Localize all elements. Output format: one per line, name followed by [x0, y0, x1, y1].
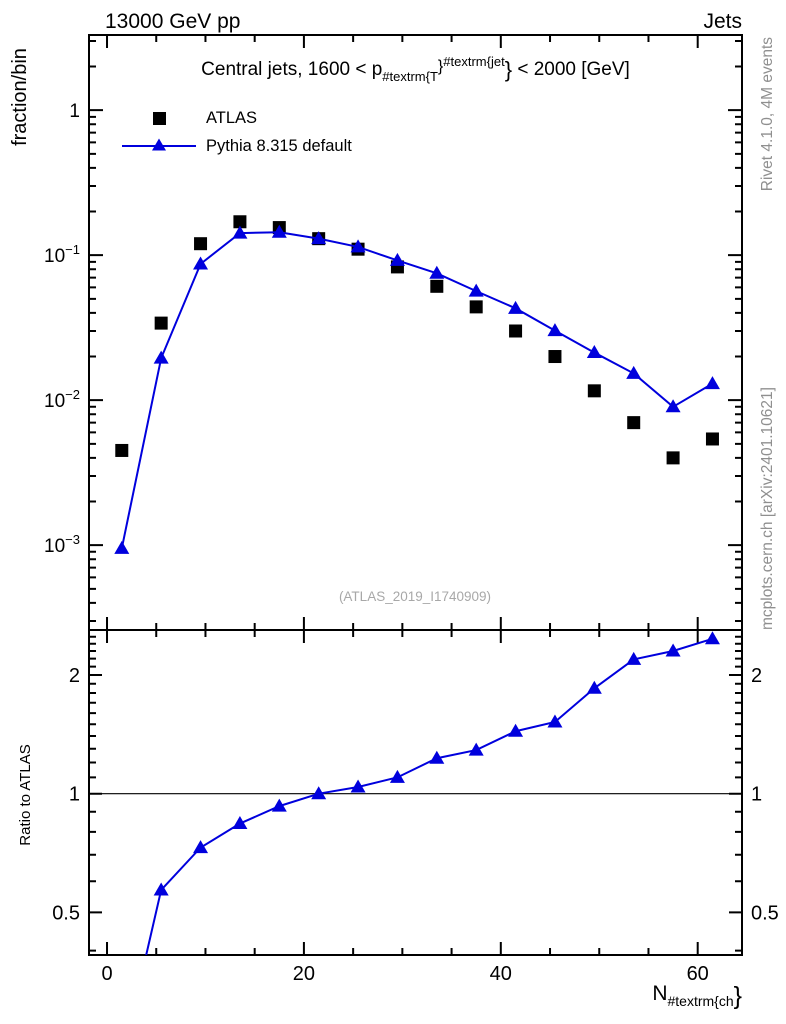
- ratio-y-axis-ticks: [89, 635, 742, 952]
- pythia-data-point: [468, 283, 484, 297]
- ratio-data-point: [704, 631, 720, 645]
- atlas-data-point: [430, 279, 444, 293]
- square-marker-icon: [152, 111, 166, 125]
- ratio-data-point: [153, 882, 169, 896]
- atlas-data-point: [666, 451, 680, 465]
- atlas-data-point: [115, 443, 129, 457]
- panel-title-subscript: #textrm{T: [382, 69, 438, 84]
- y-tick-label: 10−1: [44, 242, 80, 267]
- panel-title-post: < 2000 [GeV]: [512, 59, 630, 80]
- ratio-data-point: [311, 786, 327, 800]
- y-tick-label: 10−3: [44, 532, 80, 557]
- pythia-data-point: [389, 252, 405, 266]
- x-axis-title: N#textrm{ch}: [89, 982, 742, 1011]
- atlas-data-point: [509, 324, 523, 338]
- pythia-data-point: [508, 300, 524, 314]
- ratio-y-axis-title: Ratio to ATLAS: [17, 744, 34, 845]
- pythia-data-point: [429, 265, 445, 279]
- header-analysis-group: Jets: [703, 10, 742, 33]
- atlas-data-point: [194, 237, 208, 251]
- main-y-axis-title: fraction/bin: [9, 48, 31, 146]
- ratio-data-point: [350, 779, 366, 793]
- pythia-curve: [120, 231, 713, 549]
- x-axis-title-subscript: #textrm{ch: [667, 993, 734, 1009]
- mcplots-arxiv-note: mcplots.cern.ch [arXiv:2401.10621]: [759, 387, 776, 630]
- ratio-data-point: [468, 742, 484, 756]
- axis-tick-labels: 0 20 40 60 10−3 10−2 10−1 1 0.5 0.5 1 1 2 2: [44, 101, 779, 985]
- pythia-data-point: [665, 399, 681, 413]
- ratio-curve: [145, 637, 713, 955]
- ratio-data-point: [389, 769, 405, 783]
- pythia-data-point: [232, 225, 248, 239]
- ratio-tick-label-right: 2: [751, 665, 762, 687]
- ratio-tick-label-left: 0.5: [52, 902, 80, 924]
- legend-row-pythia: Pythia 8.315 default: [118, 132, 352, 160]
- ratio-data-point: [193, 840, 209, 854]
- y-tick-label: 1: [69, 101, 80, 122]
- ratio-data-point: [626, 651, 642, 665]
- pythia-data-point: [547, 323, 563, 337]
- atlas-data-point: [627, 416, 641, 430]
- legend-row-atlas: ATLAS: [118, 104, 352, 132]
- atlas-data-point: [469, 300, 483, 314]
- ratio-tick-label-left: 1: [69, 784, 80, 806]
- pythia-data-point: [271, 224, 287, 238]
- legend-label-atlas: ATLAS: [206, 108, 258, 127]
- panel-title-superscript: #textrm{jet: [443, 54, 505, 69]
- y-tick-label: 10−2: [44, 387, 80, 412]
- x-axis-ticks: [106, 35, 699, 955]
- atlas-data-point: [705, 432, 719, 446]
- ratio-data-point: [665, 643, 681, 657]
- pythia-data-point: [311, 231, 327, 245]
- x-tick-label: 60: [687, 963, 709, 985]
- header-beam-energy: 13000 GeV pp: [105, 10, 240, 33]
- ratio-tick-label-right: 1: [751, 784, 762, 806]
- pythia-data-point: [114, 540, 130, 554]
- panel-title-brace-end: }: [504, 57, 513, 82]
- pythia-data-point: [586, 345, 602, 359]
- ratio-data-point: [586, 680, 602, 694]
- x-tick-label: 0: [101, 963, 112, 985]
- ratio-data-point: [547, 714, 563, 728]
- axis-ticks: [89, 35, 742, 955]
- atlas-data-point: [154, 316, 168, 330]
- pythia-data-point: [193, 256, 209, 270]
- atlas-data-point: [233, 215, 247, 229]
- analysis-id-watermark: (ATLAS_2019_I1740909): [339, 589, 491, 604]
- panel-title-pre: Central jets, 1600 < p: [201, 59, 383, 80]
- main-y-axis-ticks: [89, 40, 742, 622]
- triangle-marker-icon: [152, 138, 166, 151]
- ratio-tick-label-left: 2: [69, 665, 80, 687]
- ratio-data-point: [232, 816, 248, 830]
- panel-title: Central jets, 1600 < p#textrm{T}#textrm{…: [89, 54, 742, 84]
- ratio-panel-data: [89, 631, 742, 955]
- x-tick-label: 40: [490, 963, 512, 985]
- panel-title-brace-mid: }: [437, 58, 444, 75]
- rivet-version-note: Rivet 4.1.0, 4M events: [759, 37, 776, 191]
- pythia-data-point: [704, 376, 720, 390]
- legend-label-pythia: Pythia 8.315 default: [206, 136, 352, 155]
- pythia-line-marker-icon: [118, 132, 200, 160]
- main-panel-data: [114, 215, 720, 554]
- pythia-data-point: [626, 365, 642, 379]
- atlas-data-point: [587, 384, 601, 398]
- x-tick-label: 20: [293, 963, 315, 985]
- ratio-panel-frame: [88, 629, 743, 956]
- atlas-square-marker-icon: [118, 104, 200, 132]
- ratio-data-point: [271, 798, 287, 812]
- atlas-data-point: [548, 350, 562, 364]
- pythia-data-point: [350, 239, 366, 253]
- legend: ATLAS Pythia 8.315 default: [118, 104, 352, 160]
- ratio-tick-label-right: 0.5: [751, 902, 779, 924]
- pythia-data-point: [153, 350, 169, 364]
- ratio-data-point: [429, 750, 445, 764]
- ratio-data-point: [508, 723, 524, 737]
- x-axis-title-base: N: [652, 982, 668, 1005]
- x-axis-title-brace: }: [733, 982, 742, 1010]
